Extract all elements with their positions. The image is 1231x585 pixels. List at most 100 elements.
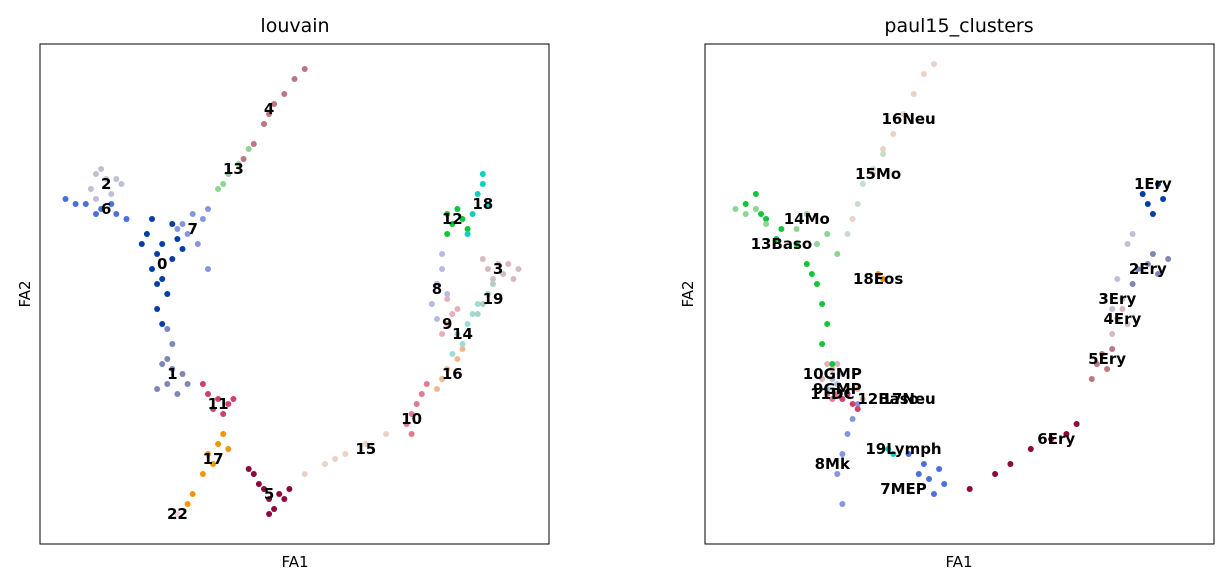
point-11-6 bbox=[199, 381, 206, 387]
point-3-5 bbox=[500, 271, 507, 277]
point-12-1 bbox=[454, 206, 461, 212]
point-17Neu-0 bbox=[854, 386, 861, 392]
point-2Ery-4 bbox=[1129, 281, 1136, 287]
point-12Baso-3 bbox=[854, 406, 861, 412]
point-19-0 bbox=[479, 301, 486, 307]
point-16Neu-4 bbox=[931, 61, 937, 67]
point-2-5 bbox=[108, 191, 115, 197]
point-1Ery-2 bbox=[1155, 181, 1161, 187]
point-11-1 bbox=[215, 396, 222, 402]
point-14Mo-3 bbox=[763, 221, 770, 227]
point-4Ery-2 bbox=[1109, 331, 1116, 337]
point-6-3 bbox=[98, 206, 105, 212]
point-0-3 bbox=[169, 256, 176, 262]
point-3-2 bbox=[505, 261, 512, 267]
point-6Ery-0 bbox=[1007, 461, 1014, 467]
point-7MEP-5 bbox=[915, 471, 922, 477]
point-9-0 bbox=[444, 321, 451, 327]
point-0-10 bbox=[159, 321, 166, 327]
paul15-panel: paul15_clusters FA1 FA2 1Ery 2Ery 3Ery 4Ery… bbox=[679, 15, 1215, 571]
point-3Ery-4 bbox=[1129, 231, 1136, 237]
point-13Baso-8 bbox=[824, 321, 831, 327]
cluster-label-4: 4 bbox=[264, 100, 274, 118]
point-2-2 bbox=[113, 176, 120, 182]
point-6-4 bbox=[113, 211, 120, 217]
point-0-11 bbox=[169, 221, 176, 227]
point-7-0 bbox=[179, 221, 186, 227]
point-12Baso-1 bbox=[849, 401, 856, 407]
point-8Mk-2 bbox=[839, 451, 846, 457]
point-5-1 bbox=[266, 496, 273, 502]
point-17-0 bbox=[205, 451, 211, 457]
cluster-label-15: 15 bbox=[355, 440, 376, 458]
point-8-4 bbox=[434, 316, 440, 322]
point-13Baso-11 bbox=[808, 271, 815, 277]
point-7MEP-1 bbox=[936, 466, 943, 472]
point-4-3 bbox=[271, 101, 278, 107]
point-4-5 bbox=[291, 76, 298, 82]
point-18-5 bbox=[464, 231, 471, 237]
point-1-3 bbox=[169, 341, 176, 347]
cluster-label-3Ery: 3Ery bbox=[1098, 290, 1136, 308]
cluster-label-12Baso: 12Baso bbox=[857, 390, 919, 408]
point-4Ery-1 bbox=[1124, 321, 1131, 327]
point-6-0 bbox=[62, 196, 69, 202]
point-16-4 bbox=[434, 386, 440, 392]
point-17-6 bbox=[220, 431, 227, 437]
point-3Ery-1 bbox=[1114, 276, 1121, 282]
point-13Baso-0 bbox=[742, 201, 749, 207]
point-7-7 bbox=[205, 266, 211, 272]
point-3-3 bbox=[515, 266, 522, 272]
point-17-3 bbox=[199, 471, 206, 477]
cluster-label-13Baso: 13Baso bbox=[751, 235, 813, 253]
cluster-label-5: 5 bbox=[264, 485, 274, 503]
point-2-7 bbox=[93, 196, 99, 202]
point-15-0 bbox=[301, 471, 308, 477]
point-5-2 bbox=[271, 506, 278, 512]
cluster-label-19Lymph: 19Lymph bbox=[865, 440, 941, 458]
point-12-3 bbox=[459, 216, 466, 222]
point-4-4 bbox=[281, 91, 288, 97]
point-6Ery-2 bbox=[1048, 436, 1055, 442]
point-1Ery-1 bbox=[1144, 201, 1151, 207]
point-8Mk-3 bbox=[854, 401, 861, 407]
point-10-1 bbox=[413, 401, 420, 407]
point-15Mo-2 bbox=[854, 201, 861, 207]
point-7MEP-2 bbox=[931, 491, 937, 497]
point-16Neu-1 bbox=[900, 111, 907, 117]
louvain-x-axis-label: FA1 bbox=[281, 553, 308, 571]
point-14-0 bbox=[454, 331, 461, 337]
point-7MEP-4 bbox=[920, 461, 927, 467]
point-17-1 bbox=[215, 441, 222, 447]
point-19Lymph-1 bbox=[890, 451, 897, 457]
cluster-label-12: 12 bbox=[442, 210, 463, 228]
point-13Baso-13 bbox=[829, 361, 836, 367]
point-12-4 bbox=[444, 231, 451, 237]
paul15-y-axis-label: FA2 bbox=[679, 280, 697, 307]
cluster-label-16: 16 bbox=[442, 365, 463, 383]
point-5-3 bbox=[261, 486, 267, 492]
cluster-label-14: 14 bbox=[452, 325, 473, 343]
cluster-label-9GMP: 9GMP bbox=[813, 380, 862, 398]
point-1-4 bbox=[164, 356, 171, 362]
point-8-5 bbox=[444, 291, 451, 297]
point-2-0 bbox=[93, 171, 99, 177]
point-7-1 bbox=[189, 211, 196, 217]
cluster-label-14Mo: 14Mo bbox=[784, 210, 830, 228]
point-16Neu-7 bbox=[849, 216, 856, 222]
cluster-label-11: 11 bbox=[208, 395, 229, 413]
point-6Ery-3 bbox=[1063, 431, 1070, 437]
cluster-label-10GMP: 10GMP bbox=[803, 365, 862, 383]
point-13Baso-2 bbox=[763, 216, 770, 222]
point-13-0 bbox=[215, 186, 222, 192]
point-12-5 bbox=[464, 226, 471, 232]
point-11DC-1 bbox=[829, 396, 836, 402]
point-16-2 bbox=[439, 376, 446, 382]
point-0-6 bbox=[149, 266, 155, 272]
point-4-7 bbox=[266, 111, 273, 117]
point-0-1 bbox=[159, 241, 166, 247]
louvain-title: louvain bbox=[260, 15, 329, 37]
point-6-2 bbox=[82, 201, 89, 207]
point-2-4 bbox=[98, 166, 105, 172]
point-19Lymph-0 bbox=[885, 446, 892, 452]
